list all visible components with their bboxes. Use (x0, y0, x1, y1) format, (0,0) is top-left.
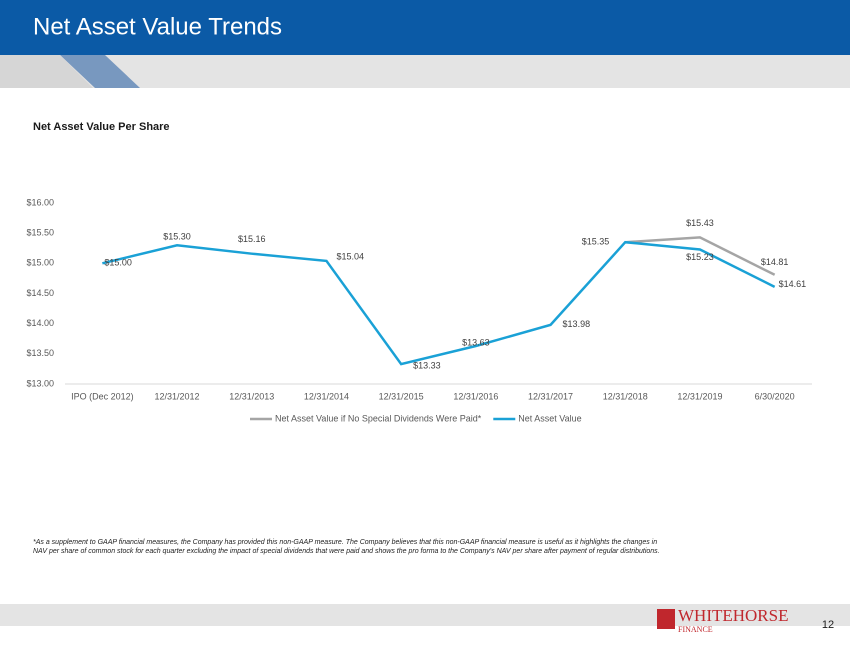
y-tick-label: $15.50 (26, 228, 54, 238)
y-tick-label: $13.00 (26, 378, 54, 388)
x-tick-label: 12/31/2014 (304, 391, 349, 401)
data-label: $14.61 (779, 279, 807, 289)
data-label: $15.16 (238, 234, 266, 244)
footnote-box: *As a supplement to GAAP financial measu… (33, 539, 660, 556)
x-tick-label: 12/31/2019 (677, 391, 722, 401)
header-stripe (0, 55, 850, 88)
y-tick-label: $16.00 (26, 197, 54, 207)
y-tick-label: $13.50 (26, 348, 54, 358)
line-series (102, 240, 776, 366)
page-number: 12 (822, 619, 834, 631)
y-tick-label: $14.00 (26, 318, 54, 328)
chart-title: Net Asset Value Per Share (33, 121, 170, 133)
line-series (625, 236, 776, 276)
data-label: $15.00 (104, 258, 132, 268)
data-label: $15.23 (686, 252, 714, 262)
data-label: $15.43 (686, 218, 714, 228)
x-tick-label: 12/31/2018 (603, 391, 648, 401)
data-label: $13.63 (462, 337, 490, 347)
header-bar (0, 0, 850, 55)
legend-label: Net Asset Value (518, 413, 581, 423)
y-tick-label: $15.00 (26, 258, 54, 268)
x-tick-label: 12/31/2015 (379, 391, 424, 401)
legend-label: Net Asset Value if No Special Dividends … (275, 413, 482, 423)
data-label: $13.98 (563, 319, 591, 329)
data-label: $15.04 (336, 251, 364, 261)
data-label: $15.35 (582, 237, 610, 247)
x-tick-label: 12/31/2017 (528, 391, 573, 401)
header-accent (60, 55, 140, 88)
slide-title: Net Asset Value Trends (33, 13, 282, 40)
data-label: $15.30 (163, 232, 191, 242)
x-tick-label: IPO (Dec 2012) (71, 391, 134, 401)
header-accent (0, 55, 93, 88)
x-tick-label: 12/31/2016 (453, 391, 498, 401)
x-tick-label: 12/31/2013 (229, 391, 274, 401)
data-label: $14.81 (761, 257, 789, 267)
x-tick-label: 6/30/2020 (755, 391, 795, 401)
logo-sub: FINANCE (678, 625, 713, 634)
x-tick-label: 12/31/2012 (155, 391, 200, 401)
footnote: *As a supplement to GAAP financial measu… (33, 539, 660, 556)
data-label: $13.33 (413, 360, 441, 370)
footer-stripe (0, 604, 850, 626)
y-tick-label: $14.50 (26, 288, 54, 298)
logo: WHITEHORSE (678, 606, 788, 625)
logo-mark (657, 609, 675, 629)
